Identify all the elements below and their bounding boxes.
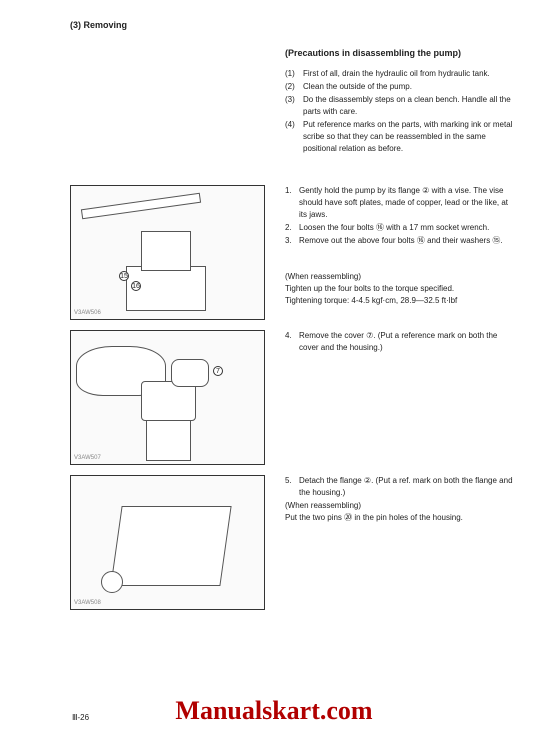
step-num: 4. <box>285 330 299 354</box>
list-num: (3) <box>285 94 303 118</box>
reassemble-text: Tightening torque: 4-4.5 kgf·cm, 28.9—32… <box>285 295 518 307</box>
figure-label: V3AW508 <box>74 600 101 606</box>
precautions-list: (1)First of all, drain the hydraulic oil… <box>285 68 518 155</box>
figure-label: V3AW507 <box>74 455 101 461</box>
figure-label: V3AW506 <box>74 310 101 316</box>
step-num: 5. <box>285 475 299 499</box>
step-text: Remove the cover ⑦. (Put a reference mar… <box>299 330 518 354</box>
figure-1: 15 16 V3AW506 <box>70 185 265 320</box>
list-text: Clean the outside of the pump. <box>303 81 518 93</box>
step-text: Gently hold the pump by its flange ② wit… <box>299 185 518 221</box>
list-text: Put reference marks on the parts, with m… <box>303 119 518 155</box>
list-num: (4) <box>285 119 303 155</box>
step-num: 3. <box>285 235 299 247</box>
watermark: Manualskart.com <box>0 696 548 726</box>
section-title: (3) Removing <box>70 20 518 30</box>
reassemble-text: Put the two pins ⑳ in the pin holes of t… <box>285 512 518 524</box>
callout-15: 15 <box>119 271 129 281</box>
precautions-title: (Precautions in disassembling the pump) <box>285 48 518 58</box>
callout-7: 7 <box>213 366 223 376</box>
step-row-1: 15 16 V3AW506 1.Gently hold the pump by … <box>70 185 518 320</box>
list-num: (1) <box>285 68 303 80</box>
figure-2: 7 V3AW507 <box>70 330 265 465</box>
list-text: Do the disassembly steps on a clean benc… <box>303 94 518 118</box>
reassemble-title: (When reassembling) <box>285 500 518 512</box>
reassemble-title: (When reassembling) <box>285 271 518 283</box>
step-text: Detach the flange ②. (Put a ref. mark on… <box>299 475 518 499</box>
instructions-2: 4.Remove the cover ⑦. (Put a reference m… <box>285 330 518 355</box>
reassemble-text: Tighten up the four bolts to the torque … <box>285 283 518 295</box>
step-num: 2. <box>285 222 299 234</box>
step-text: Remove out the above four bolts ⑯ and th… <box>299 235 518 247</box>
step-num: 1. <box>285 185 299 221</box>
list-num: (2) <box>285 81 303 93</box>
step-row-2: 7 V3AW507 4.Remove the cover ⑦. (Put a r… <box>70 330 518 465</box>
figure-3: V3AW508 <box>70 475 265 610</box>
instructions-3: 5.Detach the flange ②. (Put a ref. mark … <box>285 475 518 524</box>
step-text: Loosen the four bolts ⑯ with a 17 mm soc… <box>299 222 518 234</box>
step-row-3: V3AW508 5.Detach the flange ②. (Put a re… <box>70 475 518 610</box>
list-text: First of all, drain the hydraulic oil fr… <box>303 68 518 80</box>
callout-16: 16 <box>131 281 141 291</box>
instructions-1: 1.Gently hold the pump by its flange ② w… <box>285 185 518 307</box>
